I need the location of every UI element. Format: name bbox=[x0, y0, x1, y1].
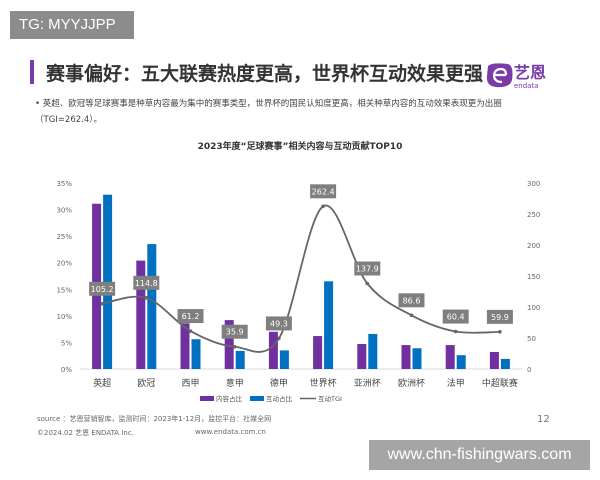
category-label: 德甲 bbox=[270, 377, 288, 389]
tgi-line bbox=[101, 204, 500, 353]
tgi-label-box bbox=[486, 309, 513, 324]
title-accent-bar bbox=[30, 60, 34, 84]
logo-text-en: endata bbox=[514, 82, 539, 90]
combo-chart: 0% 5% 10% 15% 20% 25% 30% 35% 0 50 100 150 200 250 300… bbox=[56, 180, 540, 403]
category-label: 英超 bbox=[93, 377, 111, 389]
tgi-data-label: 105.2 bbox=[91, 285, 114, 294]
tgi-point bbox=[453, 329, 458, 334]
tgi-data-label: 114.8 bbox=[135, 279, 158, 288]
category-label: 中超联赛 bbox=[482, 377, 518, 389]
right-tick-label: 100 bbox=[527, 304, 540, 312]
bar-interaction-share bbox=[279, 350, 289, 369]
right-tick-label: 0 bbox=[527, 366, 531, 374]
logo-text-cn: 艺恩 bbox=[514, 63, 546, 82]
bar-content-share bbox=[489, 351, 499, 369]
bar-content-share bbox=[180, 323, 190, 369]
logo-icon: 艺恩 endata bbox=[486, 63, 546, 90]
category-label: 欧冠 bbox=[137, 377, 155, 389]
category-label: 世界杯 bbox=[310, 377, 337, 389]
left-tick-label: 10% bbox=[56, 313, 72, 321]
bar-interaction-share bbox=[368, 333, 378, 369]
bar-content-share bbox=[401, 345, 411, 369]
bar-interaction-share bbox=[456, 355, 466, 369]
tgi-label-box bbox=[133, 275, 160, 290]
category-label: 西甲 bbox=[181, 378, 199, 389]
tgi-data-label: 86.6 bbox=[403, 296, 421, 305]
tgi-point bbox=[321, 204, 325, 209]
endata-logo: 艺恩 endata bbox=[484, 60, 564, 90]
tgi-point bbox=[498, 330, 502, 334]
bar-content-share bbox=[136, 260, 146, 369]
legend-swatch-interaction bbox=[250, 396, 264, 401]
tgi-point bbox=[232, 344, 237, 349]
tgi-data-label: 61.2 bbox=[182, 312, 200, 321]
left-tick-label: 25% bbox=[56, 233, 72, 241]
tgi-data-label: 35.9 bbox=[226, 328, 244, 337]
bar-interaction-share bbox=[500, 358, 510, 369]
left-tick-label: 5% bbox=[61, 339, 72, 347]
right-tick-label: 250 bbox=[527, 211, 540, 219]
tgi-point bbox=[365, 281, 370, 286]
right-tick-label: 50 bbox=[527, 335, 536, 343]
category-label: 欧洲杯 bbox=[398, 377, 425, 389]
tgi-label-box bbox=[354, 261, 381, 276]
tgi-point bbox=[144, 296, 149, 300]
tgi-label-box bbox=[442, 309, 469, 324]
tgi-label-box bbox=[310, 184, 337, 199]
tgi-label-box bbox=[265, 316, 292, 331]
right-tick-label: 300 bbox=[527, 180, 540, 188]
bar-interaction-share bbox=[324, 281, 334, 369]
bar-interaction-share bbox=[147, 244, 157, 369]
tgi-data-label: 59.9 bbox=[491, 313, 509, 322]
site-url: www.endata.com.cn bbox=[195, 428, 266, 436]
bar-content-share bbox=[357, 344, 367, 369]
right-tick-label: 150 bbox=[527, 273, 540, 281]
bar-content-share bbox=[313, 336, 323, 369]
legend-swatch-content bbox=[200, 396, 214, 401]
left-tick-label: 35% bbox=[56, 180, 72, 188]
left-tick-label: 30% bbox=[56, 207, 72, 215]
summary-bullet: • 英超、欧冠等足球赛事是种草内容最为集中的赛事类型，世界杯的国民认知度更高，相… bbox=[35, 99, 502, 125]
tgi-data-label: 262.4 bbox=[312, 187, 335, 196]
category-label: 亚洲杯 bbox=[354, 377, 381, 389]
bar-content-share bbox=[445, 345, 455, 369]
tgi-point bbox=[409, 313, 414, 318]
source-note: source ：艺恩营销智库，监测时间：2023年1-12月，监控平台：社媒全网 bbox=[37, 415, 272, 423]
bar-interaction-share bbox=[191, 339, 201, 369]
tgi-point bbox=[277, 336, 281, 341]
bar-content-share bbox=[224, 320, 234, 369]
bar-content-share bbox=[268, 331, 278, 369]
page-title: 赛事偏好：五大联赛热度更高，世界杯互动效果更强 bbox=[46, 63, 484, 85]
tgi-point bbox=[100, 301, 104, 306]
tgi-label-box bbox=[398, 293, 425, 308]
chart-title: 2023年度“足球赛事”相关内容与互动贡献TOP10 bbox=[197, 142, 403, 152]
tgi-point bbox=[188, 329, 193, 333]
tgi-label-box bbox=[89, 281, 116, 296]
legend-label: 内容占比 bbox=[216, 394, 243, 403]
tgi-data-label: 60.4 bbox=[447, 313, 465, 322]
copyright: ©2024.02 艺恩 ENDATA Inc. bbox=[37, 429, 134, 437]
category-label: 法甲 bbox=[447, 377, 465, 389]
left-tick-label: 0% bbox=[61, 366, 72, 374]
tgi-data-label: 49.3 bbox=[270, 319, 288, 328]
tgi-label-box bbox=[221, 324, 248, 339]
page-number: 12 bbox=[537, 414, 550, 425]
summary-text: 英超、欧冠等足球赛事是种草内容最为集中的赛事类型，世界杯的国民认知度更高，相关种… bbox=[35, 99, 502, 125]
legend-label: 互动占比 bbox=[266, 394, 293, 403]
watermark-bottom: www.chn-fishingwars.com bbox=[369, 440, 590, 470]
tgi-label-box bbox=[177, 309, 204, 324]
left-tick-label: 15% bbox=[56, 286, 72, 294]
bar-interaction-share bbox=[412, 348, 422, 369]
category-label: 意甲 bbox=[226, 377, 244, 389]
legend-label: 互动TGI bbox=[318, 395, 342, 403]
left-tick-label: 20% bbox=[56, 260, 72, 268]
bar-interaction-share bbox=[235, 350, 245, 369]
tgi-data-label: 137.9 bbox=[356, 265, 379, 274]
watermark-top: TG: MYYJJPP bbox=[10, 11, 134, 39]
right-tick-label: 200 bbox=[527, 242, 540, 250]
